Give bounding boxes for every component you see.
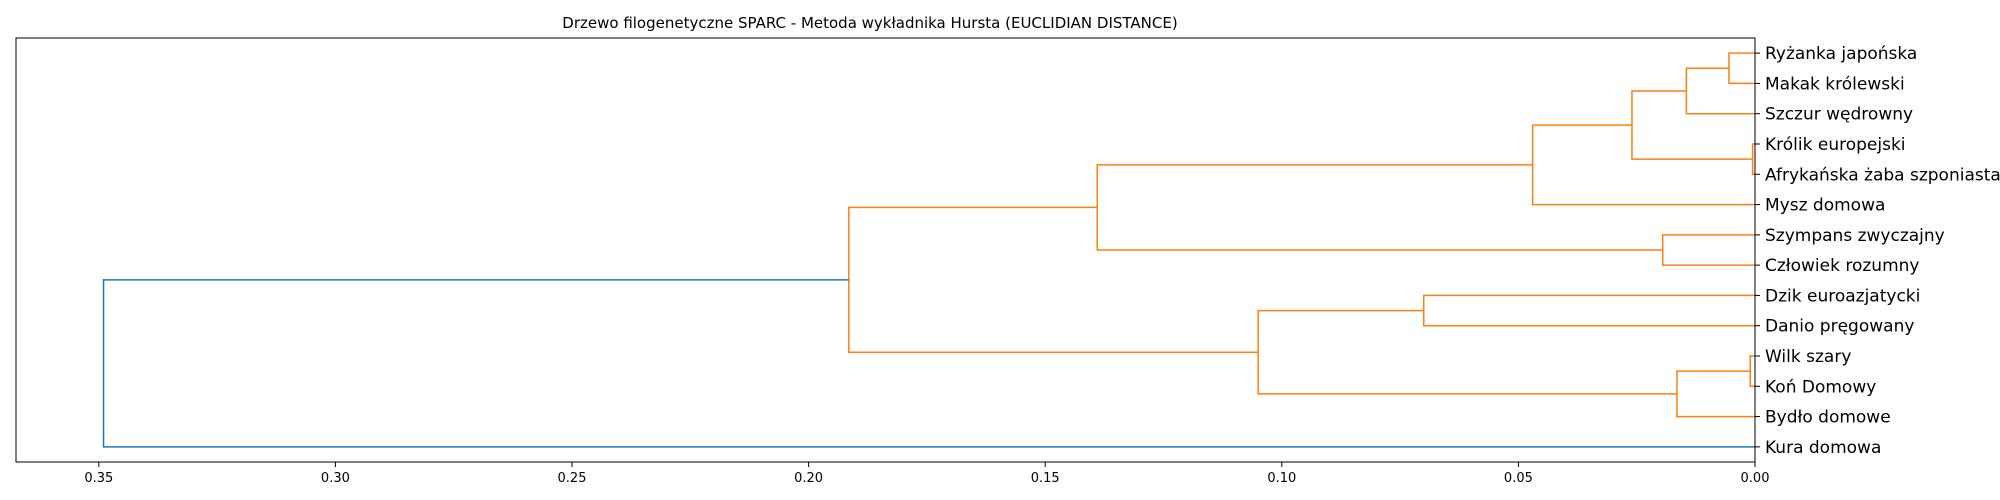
dendrogram-link-0 <box>1728 52 1755 85</box>
leaf-label: Dzik euroazjatycki <box>1765 286 1920 306</box>
dendrogram-link-5 <box>1661 234 1755 266</box>
dendrogram-link-7 <box>1423 294 1755 327</box>
leaf-label: Mysz domowa <box>1765 196 1885 216</box>
chart-title: Drzewo filogenetyczne SPARC - Metoda wyk… <box>562 14 1177 32</box>
dendrogram-link-6 <box>1096 164 1663 251</box>
leaf-label: Danio pręgowany <box>1765 317 1914 337</box>
leaf-label: Ryżanka japońska <box>1765 44 1917 64</box>
dendrogram-link-12 <box>102 279 1755 448</box>
x-axis-ticks: 0.35 0.30 0.25 0.20 0.15 0.10 0.05 0.00 <box>84 462 1769 486</box>
leaf-label: Szczur wędrowny <box>1765 105 1913 125</box>
x-tick-label: 0.05 <box>1504 471 1533 486</box>
x-tick-label: 0.30 <box>321 471 350 486</box>
leaf-labels: Ryżanka japońska Makak królewski Szczur wę… <box>1755 44 2000 458</box>
x-tick-label: 0.25 <box>558 471 587 486</box>
x-tick-label: 0.20 <box>794 471 823 486</box>
leaf-label: Afrykańska żaba szponiasta <box>1765 165 2000 185</box>
leaf-label: Bydło domowe <box>1765 408 1891 428</box>
x-tick-label: 0.35 <box>84 471 113 486</box>
dendrogram-link-3 <box>1631 90 1753 160</box>
leaf-label: Królik europejski <box>1765 135 1906 155</box>
x-tick-label: 0.10 <box>1267 471 1296 486</box>
x-tick-label: 0.00 <box>1741 471 1770 486</box>
leaf-label: Makak królewski <box>1765 74 1905 94</box>
dendrogram-link-1 <box>1685 67 1755 115</box>
dendrogram-link-10 <box>1257 309 1677 395</box>
dendrogram-links <box>102 52 1755 448</box>
dendrogram-link-4 <box>1531 124 1755 206</box>
axes-frame <box>15 37 1756 463</box>
leaf-label: Szympans zwyczajny <box>1765 226 1945 246</box>
dendrogram-link-9 <box>1676 370 1755 418</box>
leaf-label: Człowiek rozumny <box>1765 256 1919 276</box>
leaf-label: Koń Domowy <box>1765 377 1876 397</box>
dendrogram-link-11 <box>848 206 1259 353</box>
x-tick-label: 0.15 <box>1031 471 1060 486</box>
leaf-label: Kura domowa <box>1765 438 1881 458</box>
dendrogram-link-8 <box>1749 355 1755 388</box>
leaf-label: Wilk szary <box>1765 347 1851 367</box>
